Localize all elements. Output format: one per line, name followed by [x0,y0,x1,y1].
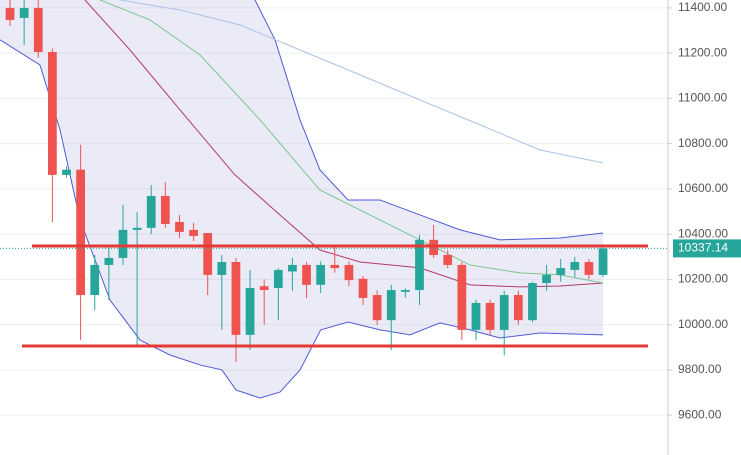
candle-body [217,262,227,275]
candle-body [90,264,100,296]
candle-body [570,262,580,270]
candle-body [48,52,57,175]
y-tick-label: 11200.00 [678,45,727,59]
y-tick-label: 10200.00 [678,272,728,286]
candle-body [499,295,509,330]
indicator-line [84,0,604,288]
y-tick-label: 9600.00 [678,407,722,421]
candle-body [598,248,608,275]
candle-body [231,262,241,335]
price-axis: 9600.009800.0010000.0010200.0010400.0010… [668,0,741,421]
last-price-tag [673,239,741,258]
candle-body [132,227,142,230]
y-tick-label: 10800.00 [678,136,728,150]
candle-body [344,264,354,281]
candle-body [160,195,170,224]
candle-body [556,268,566,275]
candle-body [302,264,311,285]
candle-body [203,233,213,275]
candle-body [189,229,198,236]
candle-body [386,290,396,321]
indicator-line [254,0,604,241]
y-tick-label: 10600.00 [678,181,728,195]
candle-body [372,295,382,321]
candle-body [76,169,86,296]
y-tick-label: 9800.00 [678,362,722,376]
grid [0,7,668,416]
candle-body [415,239,424,291]
candle-body [259,286,269,291]
y-tick-label: 10000.00 [678,317,728,331]
candle-body [33,7,43,53]
candle-body [104,257,114,265]
candle-body [288,264,297,272]
candle-body [330,264,340,269]
candle-body [316,264,326,285]
candle-body [146,195,156,228]
y-tick-label: 11400.00 [678,0,727,14]
candle-body [175,221,184,232]
candle-body [471,302,481,330]
candle-body [584,262,594,275]
candle-body [400,290,410,292]
indicator-line [99,0,604,284]
candle-body [273,269,283,289]
candle-body [62,169,71,175]
candle-body [457,264,467,330]
candle-body [513,295,523,321]
last-price-label: 10337.14 [678,241,728,255]
band-area [0,0,604,398]
plot-area [0,0,668,399]
candle-body [542,274,551,284]
candle-body [528,283,537,321]
y-tick-label: 10400.00 [678,226,728,240]
candle-body [443,254,453,265]
indicator-line [119,0,604,164]
y-tick-label: 11000.00 [678,91,727,105]
candle-body [5,7,15,20]
candle-body [358,278,368,298]
candle-body [245,288,255,335]
candle-body [485,302,495,330]
candle-body [118,229,128,258]
candle-body [19,7,29,18]
